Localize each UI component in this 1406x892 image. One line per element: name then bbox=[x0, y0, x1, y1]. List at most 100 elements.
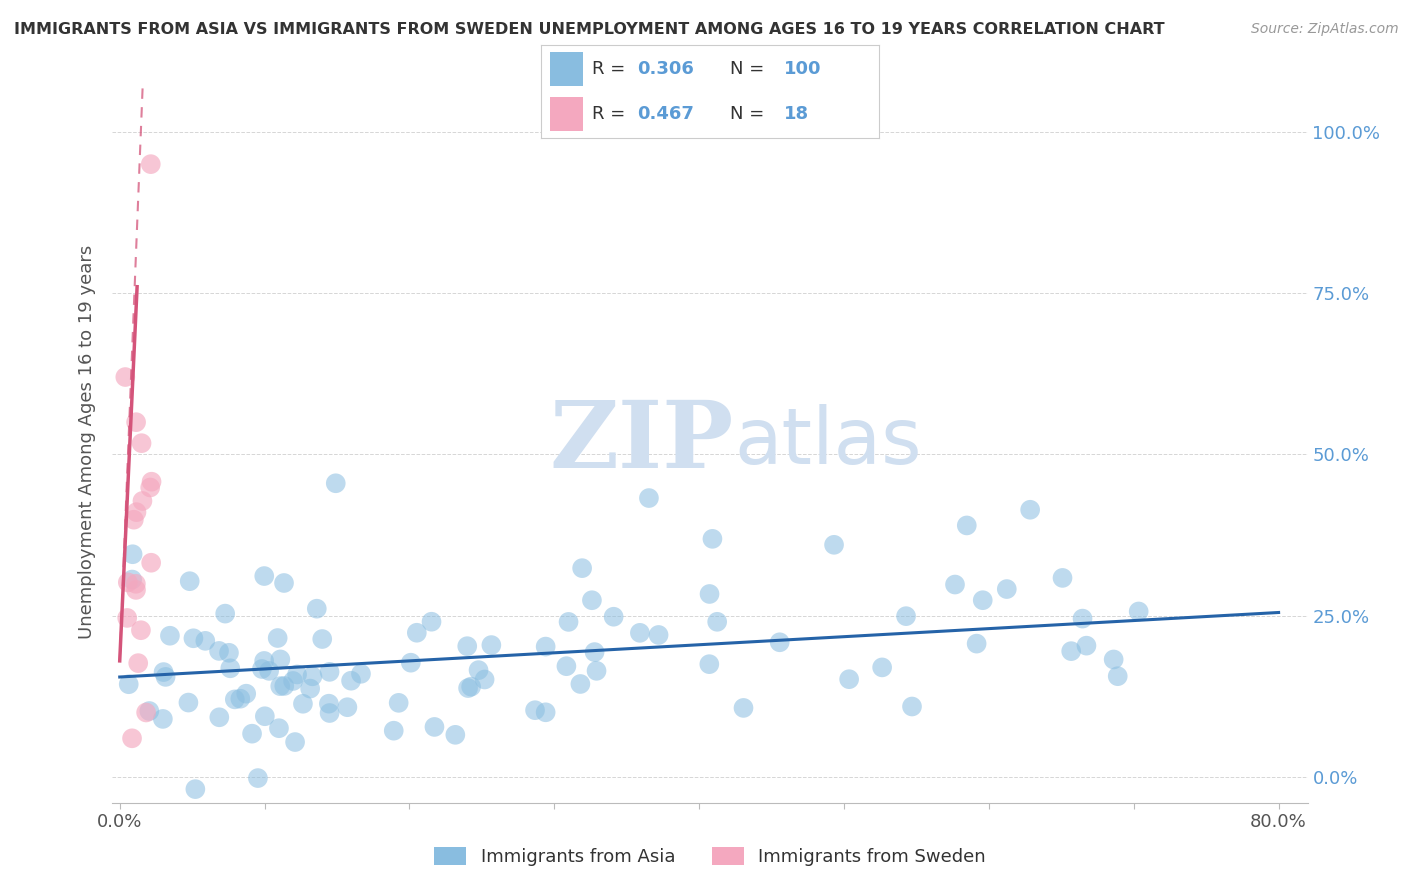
Point bbox=[311, 632, 333, 646]
Text: ZIP: ZIP bbox=[550, 397, 734, 486]
Point bbox=[457, 681, 479, 695]
Point bbox=[325, 476, 347, 491]
Point bbox=[246, 771, 269, 785]
Point bbox=[253, 654, 276, 668]
Point bbox=[121, 731, 143, 746]
Point bbox=[557, 615, 579, 629]
FancyBboxPatch shape bbox=[550, 52, 583, 86]
Point bbox=[444, 728, 467, 742]
Point bbox=[943, 577, 966, 591]
Point bbox=[269, 652, 291, 666]
Point bbox=[474, 673, 496, 687]
Point bbox=[1128, 604, 1150, 618]
Point bbox=[208, 710, 231, 724]
Point bbox=[838, 672, 860, 686]
Point bbox=[769, 635, 792, 649]
Point bbox=[956, 518, 979, 533]
Point bbox=[194, 633, 217, 648]
Point bbox=[702, 532, 724, 546]
Point bbox=[534, 706, 557, 720]
Point bbox=[901, 699, 924, 714]
Point bbox=[121, 547, 143, 561]
Point bbox=[638, 491, 661, 505]
Point bbox=[555, 659, 578, 673]
Point bbox=[569, 677, 592, 691]
Point bbox=[318, 665, 340, 679]
Point bbox=[350, 666, 373, 681]
Point bbox=[388, 696, 411, 710]
Text: 0.467: 0.467 bbox=[637, 105, 695, 123]
Point bbox=[585, 664, 607, 678]
Point bbox=[114, 370, 136, 384]
Point bbox=[250, 662, 273, 676]
Point bbox=[135, 706, 157, 720]
Point bbox=[733, 701, 755, 715]
Point bbox=[129, 624, 152, 638]
Point bbox=[894, 609, 917, 624]
Point bbox=[284, 735, 307, 749]
Text: N =: N = bbox=[730, 105, 770, 123]
Point bbox=[699, 587, 721, 601]
Point bbox=[224, 692, 246, 706]
Point bbox=[301, 669, 323, 683]
Point bbox=[467, 663, 489, 677]
Point bbox=[995, 582, 1018, 596]
Point bbox=[183, 632, 205, 646]
Point bbox=[405, 625, 427, 640]
Point bbox=[122, 513, 145, 527]
Legend: Immigrants from Asia, Immigrants from Sweden: Immigrants from Asia, Immigrants from Sw… bbox=[434, 847, 986, 866]
Point bbox=[138, 704, 160, 718]
Point bbox=[152, 665, 174, 679]
Point bbox=[382, 723, 405, 738]
Text: 18: 18 bbox=[785, 105, 810, 123]
Point bbox=[281, 673, 304, 688]
Point bbox=[229, 691, 252, 706]
Point bbox=[602, 609, 624, 624]
Point bbox=[117, 575, 139, 590]
Text: N =: N = bbox=[730, 61, 770, 78]
Point bbox=[524, 703, 547, 717]
Point bbox=[121, 573, 143, 587]
Point bbox=[131, 436, 153, 450]
Point bbox=[318, 706, 340, 720]
Point bbox=[583, 645, 606, 659]
Point bbox=[628, 625, 651, 640]
Point bbox=[115, 611, 138, 625]
Text: Source: ZipAtlas.com: Source: ZipAtlas.com bbox=[1251, 22, 1399, 37]
Point bbox=[118, 677, 141, 691]
Y-axis label: Unemployment Among Ages 16 to 19 years: Unemployment Among Ages 16 to 19 years bbox=[77, 244, 96, 639]
Point bbox=[269, 679, 291, 693]
Point bbox=[305, 601, 328, 615]
Point bbox=[125, 415, 148, 429]
Point bbox=[139, 480, 162, 494]
Text: R =: R = bbox=[592, 61, 631, 78]
Text: 100: 100 bbox=[785, 61, 821, 78]
Point bbox=[291, 697, 314, 711]
Point bbox=[647, 628, 669, 642]
Point bbox=[1076, 639, 1098, 653]
Point bbox=[1052, 571, 1074, 585]
Point bbox=[1071, 612, 1094, 626]
Point bbox=[219, 661, 242, 675]
Point bbox=[141, 475, 163, 489]
Point bbox=[340, 673, 363, 688]
Point bbox=[131, 494, 153, 508]
Point bbox=[127, 656, 149, 670]
Point bbox=[318, 697, 340, 711]
Point bbox=[299, 681, 322, 696]
Point bbox=[870, 660, 893, 674]
Text: 0.306: 0.306 bbox=[637, 61, 695, 78]
Point bbox=[581, 593, 603, 607]
Point bbox=[141, 556, 163, 570]
Point bbox=[534, 640, 557, 654]
Point bbox=[460, 680, 482, 694]
Point bbox=[177, 696, 200, 710]
Point bbox=[235, 687, 257, 701]
Point bbox=[273, 679, 295, 693]
Text: atlas: atlas bbox=[734, 403, 921, 480]
Point bbox=[336, 700, 359, 714]
Point bbox=[966, 637, 988, 651]
FancyBboxPatch shape bbox=[550, 97, 583, 131]
Point bbox=[125, 576, 148, 591]
Point bbox=[456, 639, 478, 653]
